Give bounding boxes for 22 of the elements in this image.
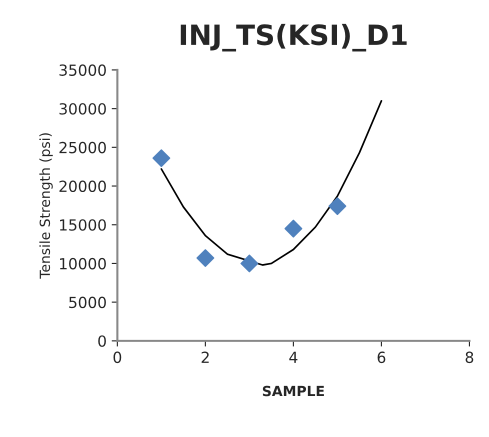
point (152, 149, 170, 168)
x-axis-title: SAMPLE (262, 386, 324, 396)
y-tick-label: 0 (98, 335, 106, 347)
y-tick-label: 5000 (69, 296, 106, 308)
y-tick-label: 35000 (60, 64, 106, 76)
y-axis-title: Tensile Strength (psi) (39, 133, 53, 279)
point (196, 249, 214, 267)
y-tick-label: 25000 (59, 142, 106, 154)
y-tick-label: 20000 (59, 180, 106, 192)
point (240, 254, 258, 272)
line-series (160, 100, 382, 266)
x-tick-label: 4 (289, 352, 298, 363)
y-tick-label: 15000 (60, 219, 106, 231)
x-tick-label: 2 (202, 352, 209, 363)
y-tick-label: 30000 (60, 103, 106, 115)
x-tick-label: 6 (378, 352, 386, 364)
x-tick-label: 0 (114, 352, 122, 364)
chart-title: INJ_TS(KSI)_D1 (180, 24, 407, 52)
point (284, 220, 302, 238)
y-tick-label: 10000 (60, 258, 106, 270)
point (328, 197, 346, 216)
x-tick-label: 8 (466, 352, 474, 364)
